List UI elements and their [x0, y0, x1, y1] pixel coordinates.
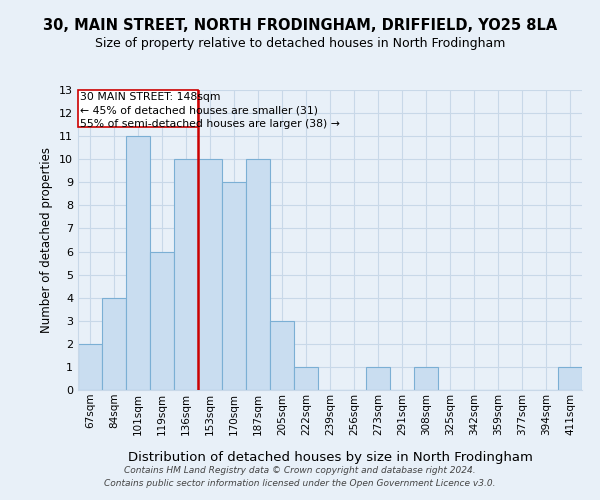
Text: 30 MAIN STREET: 148sqm
← 45% of detached houses are smaller (31)
55% of semi-det: 30 MAIN STREET: 148sqm ← 45% of detached… — [80, 92, 340, 128]
Bar — [366, 367, 390, 390]
Bar — [294, 367, 318, 390]
Bar — [558, 367, 582, 390]
Bar — [270, 321, 294, 390]
Bar — [198, 159, 222, 390]
Bar — [150, 252, 174, 390]
FancyBboxPatch shape — [78, 90, 198, 127]
Text: Size of property relative to detached houses in North Frodingham: Size of property relative to detached ho… — [95, 38, 505, 51]
Text: Distribution of detached houses by size in North Frodingham: Distribution of detached houses by size … — [128, 451, 532, 464]
Bar — [414, 367, 438, 390]
Bar — [78, 344, 102, 390]
Bar — [174, 159, 198, 390]
Text: Contains HM Land Registry data © Crown copyright and database right 2024.
Contai: Contains HM Land Registry data © Crown c… — [104, 466, 496, 487]
Bar — [246, 159, 270, 390]
Y-axis label: Number of detached properties: Number of detached properties — [40, 147, 53, 333]
Bar — [126, 136, 150, 390]
Bar — [222, 182, 246, 390]
Text: 30, MAIN STREET, NORTH FRODINGHAM, DRIFFIELD, YO25 8LA: 30, MAIN STREET, NORTH FRODINGHAM, DRIFF… — [43, 18, 557, 32]
Bar — [102, 298, 126, 390]
